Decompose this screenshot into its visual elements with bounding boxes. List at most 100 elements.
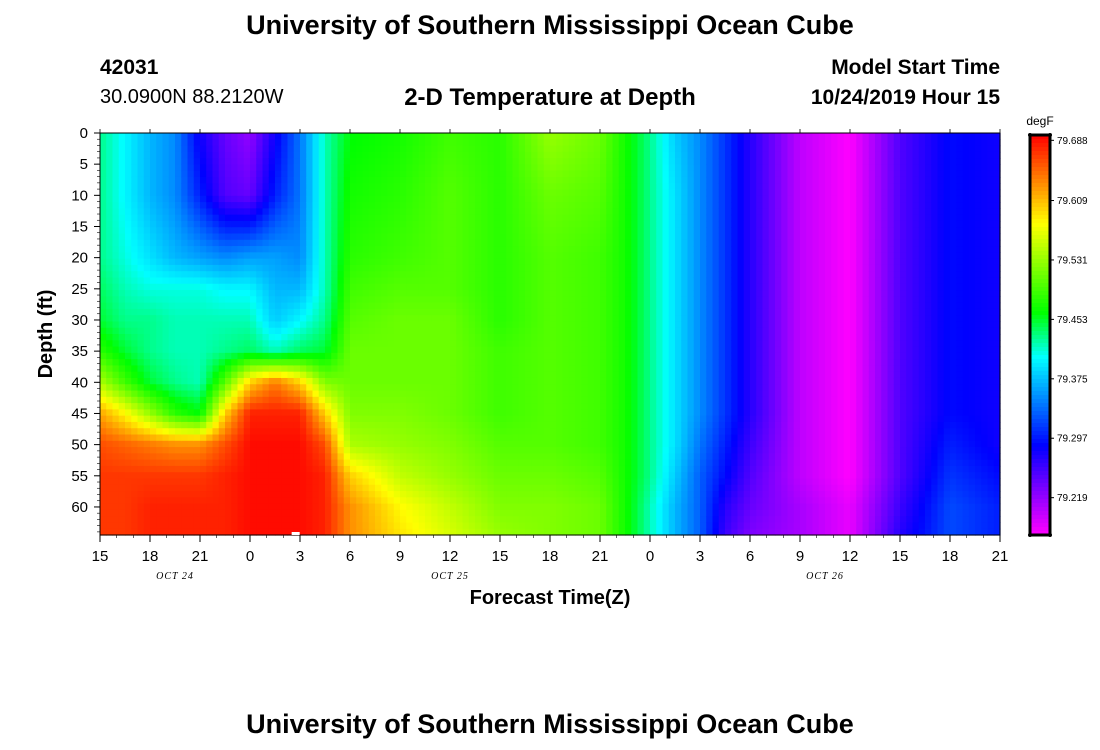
- heatmap-cell: [100, 258, 107, 266]
- heatmap-cell: [106, 484, 114, 492]
- heatmap-cell: [568, 277, 576, 285]
- heatmap-cell: [325, 246, 332, 253]
- heatmap-cell: [393, 371, 401, 379]
- heatmap-cell: [275, 220, 282, 228]
- heatmap-cell: [268, 440, 276, 448]
- heatmap-cell: [400, 396, 407, 404]
- heatmap-cell: [312, 176, 320, 184]
- heatmap-cell: [225, 384, 232, 392]
- heatmap-cell: [512, 227, 520, 235]
- heatmap-cell: [162, 264, 170, 272]
- heatmap-cell: [493, 258, 501, 266]
- heatmap-cell: [418, 365, 426, 373]
- heatmap-cell: [456, 509, 464, 517]
- heatmap-cell: [406, 246, 414, 253]
- heatmap-cell: [406, 321, 414, 329]
- heatmap-cell: [381, 434, 389, 442]
- heatmap-cell: [568, 252, 576, 260]
- heatmap-cell: [231, 497, 239, 505]
- heatmap-cell: [206, 359, 214, 367]
- heatmap-cell: [512, 497, 520, 505]
- heatmap-cell: [325, 271, 332, 279]
- heatmap-cell: [500, 183, 507, 191]
- heatmap-cell: [581, 497, 589, 505]
- heatmap-cell: [531, 158, 539, 166]
- heatmap-cell: [318, 214, 326, 222]
- heatmap-cell: [231, 202, 239, 209]
- heatmap-cell: [156, 403, 164, 410]
- heatmap-cell: [456, 252, 464, 260]
- heatmap-cell: [450, 365, 457, 373]
- heatmap-cell: [100, 334, 107, 341]
- heatmap-cell: [318, 440, 326, 448]
- heatmap-cell: [293, 465, 301, 473]
- heatmap-cell: [456, 428, 464, 436]
- heatmap-cell: [406, 516, 414, 524]
- heatmap-cell: [231, 283, 239, 291]
- heatmap-cell: [487, 227, 495, 235]
- heatmap-cell: [575, 440, 582, 448]
- heatmap-cell: [481, 415, 489, 423]
- heatmap-cell: [168, 384, 176, 392]
- heatmap-cell: [112, 390, 120, 398]
- heatmap-cell: [262, 139, 270, 147]
- heatmap-cell: [168, 195, 176, 203]
- heatmap-cell: [493, 233, 501, 241]
- heatmap-cell: [531, 421, 539, 429]
- heatmap-cell: [231, 359, 239, 367]
- heatmap-cell: [393, 321, 401, 329]
- heatmap-cell: [218, 327, 226, 335]
- heatmap-cell: [281, 195, 289, 203]
- heatmap-cell: [243, 390, 251, 398]
- heatmap-cell: [175, 503, 182, 511]
- heatmap-cell: [225, 409, 232, 417]
- heatmap-cell: [350, 302, 357, 310]
- heatmap-cell: [487, 390, 495, 398]
- heatmap-cell: [237, 377, 245, 385]
- heatmap-cell: [575, 327, 582, 335]
- heatmap-cell: [206, 170, 214, 178]
- heatmap-cell: [212, 214, 220, 222]
- heatmap-cell: [268, 302, 276, 310]
- heatmap-cell: [268, 258, 276, 266]
- heatmap-cell: [481, 252, 489, 260]
- heatmap-cell: [181, 428, 189, 436]
- heatmap-cell: [518, 346, 526, 354]
- heatmap-cell: [443, 277, 451, 285]
- heatmap-cell: [150, 189, 157, 197]
- heatmap-cell: [368, 365, 376, 373]
- heatmap-cell: [450, 478, 457, 486]
- heatmap-cell: [406, 503, 414, 511]
- heatmap-cell: [475, 145, 482, 153]
- heatmap-cell: [556, 440, 564, 448]
- heatmap-cell: [206, 176, 214, 184]
- heatmap-cell: [531, 459, 539, 467]
- heatmap-cell: [325, 264, 332, 272]
- heatmap-cell: [306, 239, 314, 247]
- heatmap-cell: [100, 233, 107, 241]
- heatmap-cell: [393, 315, 401, 323]
- heatmap-cell: [368, 409, 376, 417]
- heatmap-cell: [200, 384, 207, 392]
- heatmap-cell: [437, 421, 445, 429]
- heatmap-cell: [218, 315, 226, 323]
- heatmap-cell: [387, 202, 395, 209]
- heatmap-cell: [237, 497, 245, 505]
- heatmap-cell: [206, 516, 214, 524]
- heatmap-cell: [306, 158, 314, 166]
- heatmap-cell: [281, 459, 289, 467]
- heatmap-cell: [537, 264, 545, 272]
- heatmap-cell: [250, 409, 257, 417]
- heatmap-cell: [412, 202, 420, 209]
- heatmap-cell: [406, 283, 414, 291]
- heatmap-cell: [156, 371, 164, 379]
- heatmap-cell: [225, 377, 232, 385]
- heatmap-cell: [543, 264, 551, 272]
- heatmap-cell: [375, 396, 382, 404]
- heatmap-cell: [168, 522, 176, 530]
- heatmap-cell: [500, 195, 507, 203]
- heatmap-cell: [487, 183, 495, 191]
- heatmap-cell: [337, 214, 345, 222]
- heatmap-cell: [543, 491, 551, 498]
- heatmap-cell: [262, 189, 270, 197]
